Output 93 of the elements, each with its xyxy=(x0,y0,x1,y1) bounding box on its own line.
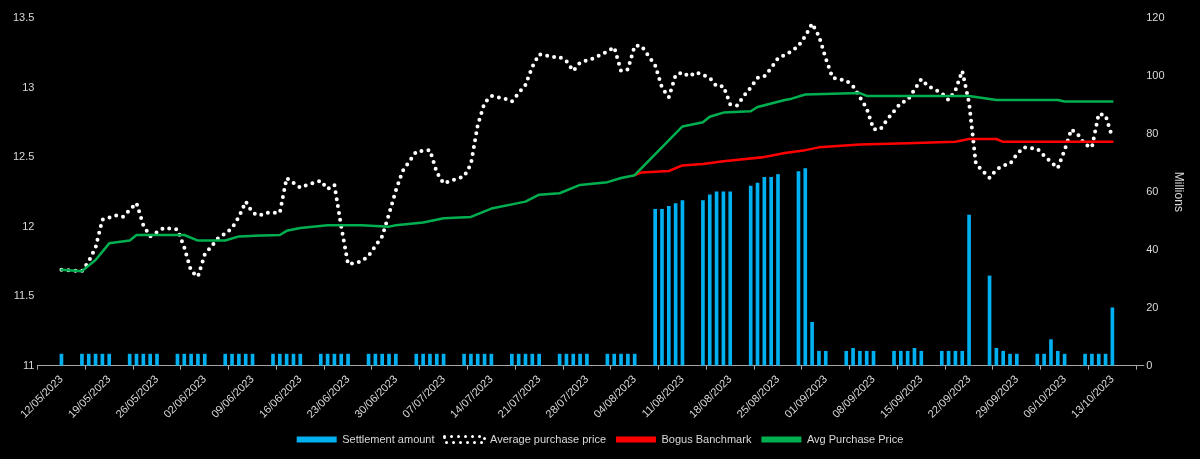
bar xyxy=(155,353,159,366)
bar xyxy=(428,353,432,366)
bar xyxy=(776,174,780,366)
bar xyxy=(660,208,664,366)
bar xyxy=(939,350,944,366)
bar xyxy=(475,353,480,366)
bar xyxy=(899,350,903,366)
bar xyxy=(80,353,84,366)
bar xyxy=(271,353,275,366)
bar xyxy=(701,200,705,366)
bar xyxy=(666,206,671,366)
bar xyxy=(469,353,473,366)
bar xyxy=(823,350,828,366)
y2-tick-label: 80 xyxy=(1146,126,1159,139)
bar xyxy=(892,350,896,366)
bar xyxy=(86,353,91,366)
y-tick-label: 12 xyxy=(22,219,35,232)
bar xyxy=(421,353,425,366)
y2-axis-title: Millions xyxy=(1172,171,1187,212)
bar xyxy=(202,353,207,366)
bar xyxy=(196,353,200,366)
bar xyxy=(346,353,350,366)
legend-label: Settlement amount xyxy=(342,432,435,445)
y-tick-label: 13 xyxy=(22,80,35,93)
bar xyxy=(230,353,234,366)
bar xyxy=(387,353,391,366)
legend-label: Average purchase price xyxy=(490,432,607,445)
bar xyxy=(339,353,344,366)
bar xyxy=(960,350,965,366)
bar xyxy=(1035,353,1040,366)
bar xyxy=(632,353,637,366)
bar xyxy=(462,353,466,366)
bar xyxy=(817,350,821,366)
bar xyxy=(107,353,112,366)
y2-tick-label: 20 xyxy=(1146,300,1159,313)
legend-label: Bogus Banchmark xyxy=(661,432,752,445)
bar xyxy=(864,350,869,366)
bar xyxy=(223,353,228,366)
bar xyxy=(278,353,282,366)
bar xyxy=(318,353,323,366)
bar xyxy=(414,353,419,366)
bar xyxy=(394,353,398,366)
bar xyxy=(844,350,849,366)
y2-tick-label: 40 xyxy=(1146,242,1159,255)
bar xyxy=(189,353,193,366)
bar xyxy=(626,353,630,366)
bar xyxy=(1001,350,1006,366)
bar xyxy=(380,353,385,366)
bar xyxy=(298,353,303,366)
bar xyxy=(803,168,808,366)
y-tick-label: 11 xyxy=(22,358,35,371)
bar xyxy=(148,353,152,366)
legend-label: Avg Purchase Price xyxy=(806,432,904,445)
y2-tick-label: 0 xyxy=(1146,358,1153,371)
bar xyxy=(707,194,712,366)
y-tick-label: 13.5 xyxy=(12,11,35,24)
bar xyxy=(585,353,589,366)
bar xyxy=(1055,350,1060,366)
bar xyxy=(578,353,582,366)
bar xyxy=(1049,339,1053,366)
bar xyxy=(1096,353,1101,366)
bar xyxy=(653,208,657,366)
bar xyxy=(919,350,924,366)
bar xyxy=(851,348,855,366)
bar xyxy=(967,214,971,366)
bar xyxy=(510,353,514,366)
bar xyxy=(748,185,753,366)
bar xyxy=(530,353,535,366)
bar xyxy=(858,350,862,366)
bar xyxy=(728,191,733,366)
bar xyxy=(1083,353,1087,366)
bar xyxy=(516,353,521,366)
bar xyxy=(619,353,623,366)
y-tick-label: 12.5 xyxy=(12,150,35,163)
bar xyxy=(1090,353,1094,366)
bar xyxy=(182,353,187,366)
bar xyxy=(1015,353,1019,366)
bar xyxy=(769,177,773,366)
bar xyxy=(243,353,248,366)
bar xyxy=(810,321,814,366)
y2-tick-label: 60 xyxy=(1146,184,1159,197)
y2-tick-label: 100 xyxy=(1146,68,1165,81)
bar xyxy=(1042,353,1046,366)
bar xyxy=(612,353,617,366)
line-series xyxy=(59,21,1115,279)
bar xyxy=(1008,353,1012,366)
bar xyxy=(537,353,541,366)
y2-tick-label: 120 xyxy=(1146,11,1165,24)
bar xyxy=(127,353,132,366)
bar xyxy=(237,353,241,366)
bar xyxy=(571,353,576,366)
bar xyxy=(434,353,439,366)
y-tick-label: 11.5 xyxy=(13,289,35,302)
